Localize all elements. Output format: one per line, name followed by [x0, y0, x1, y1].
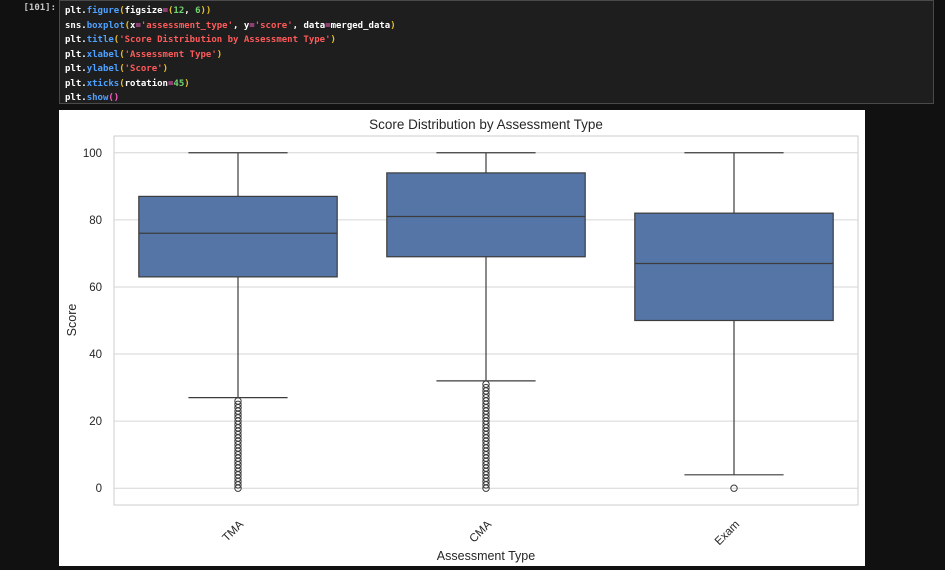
code-token: ))	[200, 6, 212, 16]
code-token: boxplot	[86, 20, 125, 31]
code-line: plt.title('Score Distribution by Assessm…	[65, 33, 933, 48]
x-tick-label: TMA	[220, 518, 246, 544]
box-series	[138, 152, 834, 492]
code-token: ,	[292, 20, 304, 31]
code-token: (	[119, 6, 125, 16]
y-tick-label: 40	[89, 349, 102, 361]
code-token: ()	[108, 93, 120, 103]
x-axis-label: Assessment Type	[437, 549, 535, 563]
code-line: plt.figure(figsize=(12, 6))	[65, 4, 933, 19]
code-token: (	[113, 35, 120, 45]
code-token: figure	[86, 6, 120, 16]
code-line: plt.xticks(rotation=45)	[65, 77, 933, 92]
code-token: )	[216, 49, 223, 60]
code-line: plt.xlabel('Assessment Type')	[65, 48, 933, 63]
code-token: =	[135, 20, 141, 31]
code-token: 'score'	[254, 20, 293, 31]
chart-figure: Score Distribution by Assessment Type 0 2…	[59, 110, 865, 566]
code-token: 12	[173, 6, 185, 16]
code-token: ,	[233, 20, 244, 31]
outlier-point	[482, 380, 490, 388]
code-token: show	[86, 93, 109, 103]
code-token: plt.	[65, 93, 87, 103]
y-tick-label: 60	[89, 282, 102, 294]
code-token: )	[162, 64, 168, 74]
box-exam	[634, 152, 834, 492]
code-token: figsize	[124, 6, 163, 16]
outlier-point	[234, 397, 242, 405]
iqr-box	[634, 212, 834, 322]
code-token: data	[303, 20, 326, 31]
x-tick-label: Exam	[713, 519, 742, 548]
outlier-point	[234, 400, 242, 409]
y-tick-labels: 0 20 40 60 80 100	[83, 148, 102, 495]
code-token: 'Score Distribution by Assessment Type'	[119, 35, 331, 45]
outlier-point	[730, 484, 738, 492]
code-token: title	[86, 35, 114, 45]
code-token: )	[184, 78, 190, 89]
code-token: xticks	[86, 78, 120, 89]
code-token: 'Assessment Type'	[124, 49, 217, 60]
code-token: plt.	[65, 49, 87, 60]
code-token: =	[167, 78, 174, 89]
box-tma	[138, 152, 338, 492]
iqr-box	[138, 195, 338, 278]
code-token: =	[325, 20, 331, 31]
code-token: ,	[184, 6, 196, 16]
code-token: 'Score'	[124, 64, 163, 74]
code-token: x	[130, 20, 136, 31]
plot-area	[113, 135, 859, 506]
code-token: plt.	[65, 78, 87, 89]
code-token: 6	[195, 6, 201, 16]
code-token: sns.	[65, 20, 87, 31]
code-token: y	[243, 20, 250, 31]
x-tick-label: CMA	[468, 518, 495, 545]
y-axis-label: Score	[65, 304, 79, 337]
code-line: plt.show()	[65, 91, 933, 106]
code-token: (	[124, 20, 131, 31]
code-token: )	[330, 35, 336, 45]
boxplot-chart: Score Distribution by Assessment Type 0 2…	[65, 117, 859, 563]
code-token: )	[390, 20, 396, 31]
code-token: xlabel	[86, 49, 120, 60]
code-line: sns.boxplot(x='assessment_type', y='scor…	[65, 19, 933, 34]
chart-title: Score Distribution by Assessment Type	[369, 117, 603, 132]
y-tick-label: 80	[89, 215, 102, 227]
code-token: plt.	[65, 6, 87, 16]
y-tick-label: 20	[89, 416, 102, 428]
code-token: 45	[173, 78, 185, 89]
code-token: rotation	[124, 78, 168, 89]
code-cell[interactable]: plt.figure(figsize=(12, 6)) sns.boxplot(x…	[59, 0, 934, 104]
y-tick-label: 100	[83, 148, 102, 160]
code-token: plt.	[65, 64, 87, 74]
box-cma	[386, 152, 586, 492]
code-token: =	[249, 20, 255, 31]
y-tick-label: 0	[96, 483, 102, 495]
x-tick-labels: TMA CMA Exam	[220, 518, 742, 548]
code-token: ylabel	[86, 64, 120, 74]
code-token: (	[167, 6, 174, 16]
cell-prompt: [101]:	[23, 3, 56, 13]
code-token: (	[119, 64, 125, 74]
code-token: =	[162, 6, 168, 16]
iqr-box	[386, 172, 586, 258]
code-token: (	[119, 78, 125, 89]
code-line: plt.ylabel('Score')	[65, 62, 933, 77]
code-token: plt.	[65, 35, 87, 45]
outlier-point	[482, 383, 490, 392]
code-token: merged_data	[330, 20, 391, 31]
code-token: (	[119, 49, 125, 60]
code-token: 'assessment_type'	[140, 20, 234, 31]
